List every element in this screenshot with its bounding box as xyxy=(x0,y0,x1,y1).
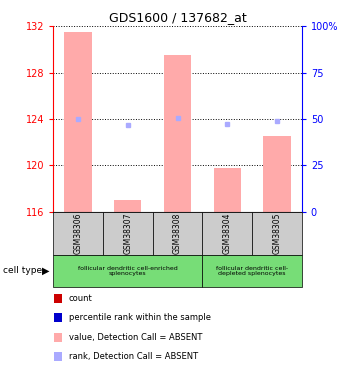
Bar xyxy=(114,200,141,212)
Text: GSM38305: GSM38305 xyxy=(272,213,282,254)
Text: count: count xyxy=(69,294,92,303)
Title: GDS1600 / 137682_at: GDS1600 / 137682_at xyxy=(109,11,246,24)
Text: GSM38304: GSM38304 xyxy=(223,213,232,254)
Bar xyxy=(214,168,241,212)
Bar xyxy=(153,212,202,255)
Bar xyxy=(263,136,291,212)
Bar xyxy=(53,255,202,287)
Bar xyxy=(103,212,153,255)
Bar xyxy=(64,32,92,212)
Bar xyxy=(54,294,62,303)
Text: GSM38306: GSM38306 xyxy=(73,213,83,254)
Text: follicular dendritic cell-enriched
splenocytes: follicular dendritic cell-enriched splen… xyxy=(78,266,178,276)
Text: rank, Detection Call = ABSENT: rank, Detection Call = ABSENT xyxy=(69,352,198,361)
Text: GSM38308: GSM38308 xyxy=(173,213,182,254)
Text: value, Detection Call = ABSENT: value, Detection Call = ABSENT xyxy=(69,333,202,342)
Bar xyxy=(202,255,302,287)
Text: ▶: ▶ xyxy=(42,266,50,276)
Bar xyxy=(53,212,103,255)
Bar xyxy=(252,212,302,255)
Text: follicular dendritic cell-
depleted splenocytes: follicular dendritic cell- depleted sple… xyxy=(216,266,288,276)
Bar xyxy=(202,212,252,255)
Text: percentile rank within the sample: percentile rank within the sample xyxy=(69,313,211,322)
Bar xyxy=(54,313,62,322)
Bar xyxy=(164,55,191,212)
Bar xyxy=(54,352,62,361)
Text: cell type: cell type xyxy=(3,266,43,275)
Text: GSM38307: GSM38307 xyxy=(123,213,132,254)
Bar xyxy=(54,333,62,342)
